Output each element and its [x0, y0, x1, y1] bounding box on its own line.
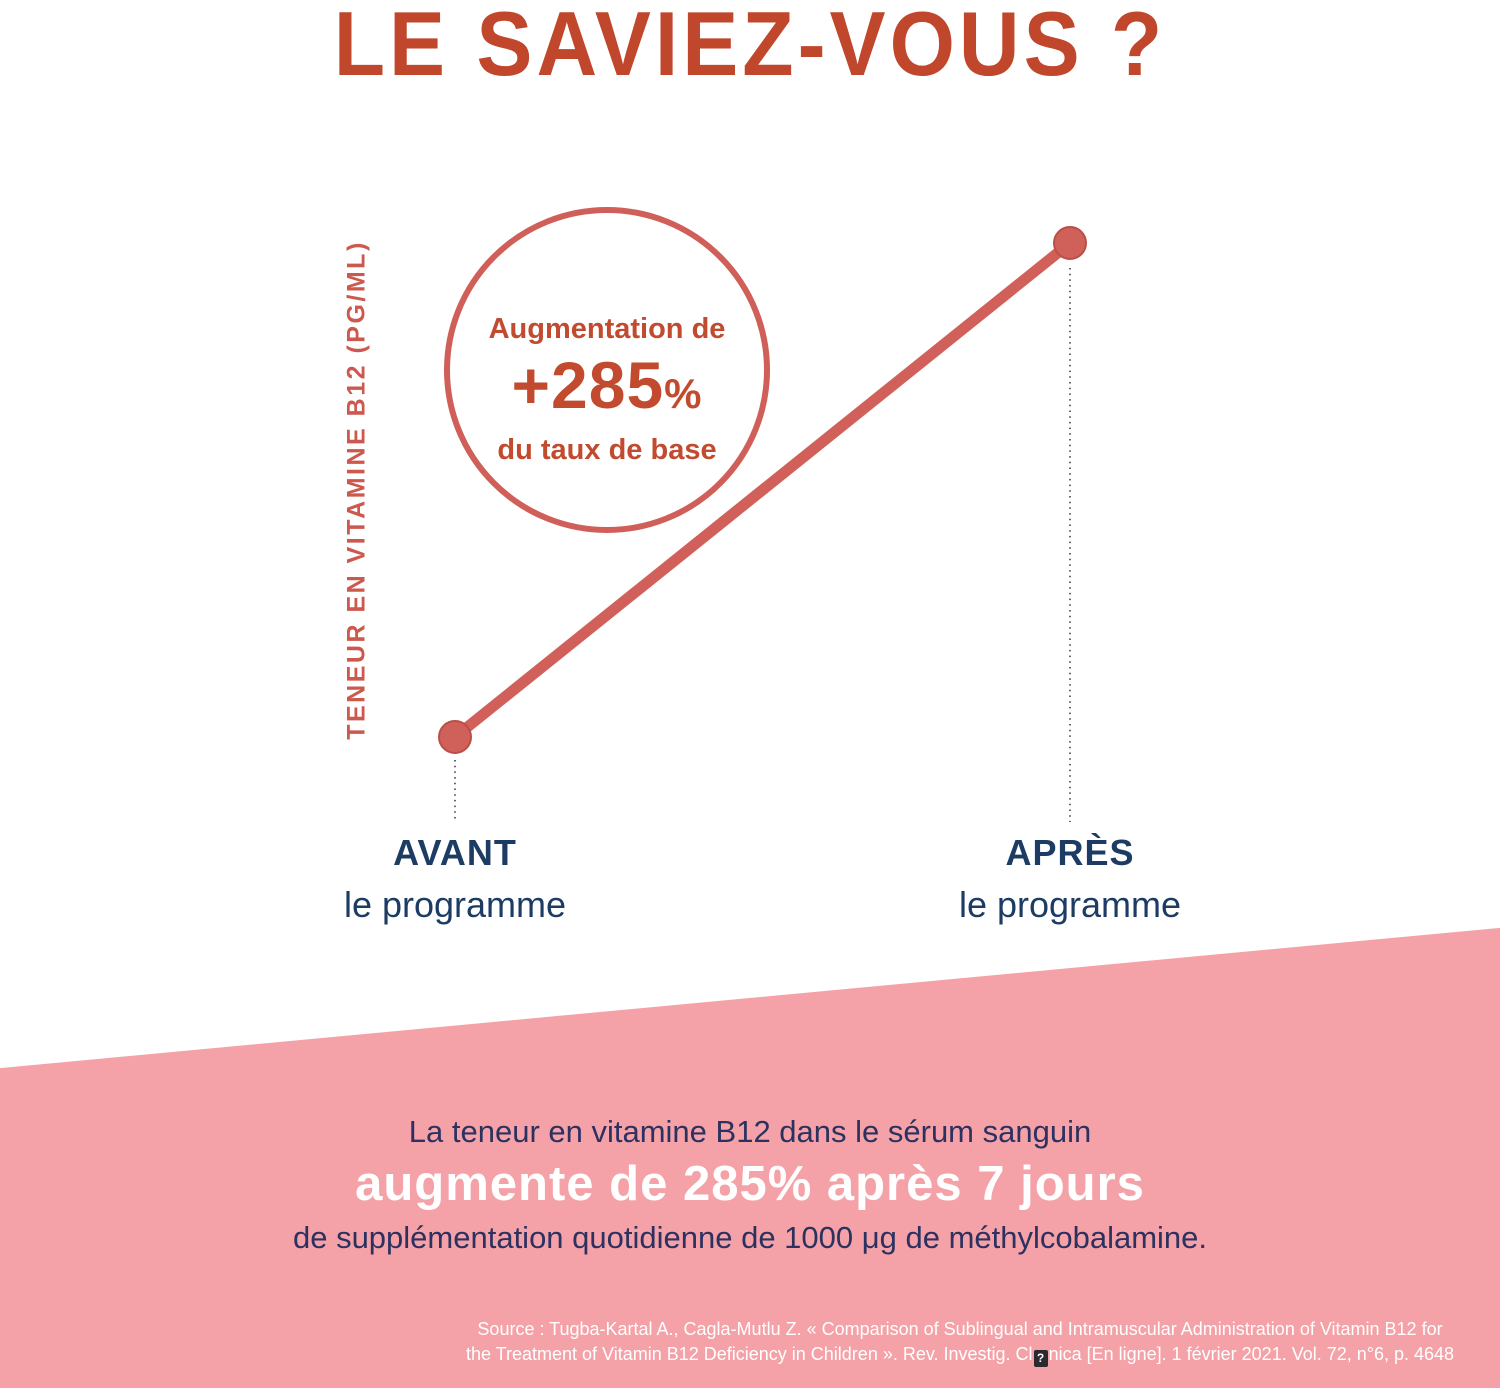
- annotation-text-block: Augmentation de +285% du taux de base: [407, 311, 807, 468]
- annotation-value: +285%: [407, 347, 807, 432]
- x-label-after-subtitle: le programme: [958, 884, 1182, 925]
- banner-line3: de supplémentation quotidienne de 1000 μ…: [292, 1220, 1208, 1255]
- y-axis-label: TENEUR EN VITAMINE B12 (PG/ML): [342, 240, 371, 740]
- annotation-circle: [444, 207, 770, 533]
- source-line2: the Treatment of Vitamin B12 Deficiency …: [420, 1342, 1500, 1367]
- banner-line2: augmente de 285% après 7 jours: [355, 1157, 1145, 1211]
- x-label-before-subtitle: le programme: [343, 884, 567, 925]
- missing-glyph-box: ?: [1033, 1350, 1048, 1367]
- source-line2-after: nica [En ligne]. 1 février 2021. Vol. 72…: [1048, 1344, 1455, 1364]
- source-line1: Source : Tugba-Kartal A., Cagla-Mutlu Z.…: [477, 1319, 1443, 1339]
- banner-line1: La teneur en vitamine B12 dans le sérum …: [408, 1114, 1092, 1149]
- trend-line: [449, 237, 1076, 743]
- before-data-point: [438, 720, 472, 754]
- source-line2-before: the Treatment of Vitamin B12 Deficiency …: [465, 1344, 1033, 1364]
- annotation-value-number: +285: [511, 348, 665, 422]
- annotation-line3: du taux de base: [497, 434, 717, 466]
- x-label-before: AVANT le programme: [245, 832, 665, 926]
- annotation-line1: Augmentation de: [488, 313, 726, 345]
- x-label-before-title: AVANT: [393, 832, 517, 873]
- source-citation: Source : Tugba-Kartal A., Cagla-Mutlu Z.…: [420, 1317, 1500, 1367]
- x-label-after-title: APRÈS: [1005, 832, 1135, 873]
- annotation-percent-sign: %: [664, 370, 703, 417]
- x-label-after: APRÈS le programme: [860, 832, 1280, 926]
- after-data-point: [1053, 226, 1087, 260]
- page-title: LE SAVIEZ-VOUS ?: [333, 0, 1167, 95]
